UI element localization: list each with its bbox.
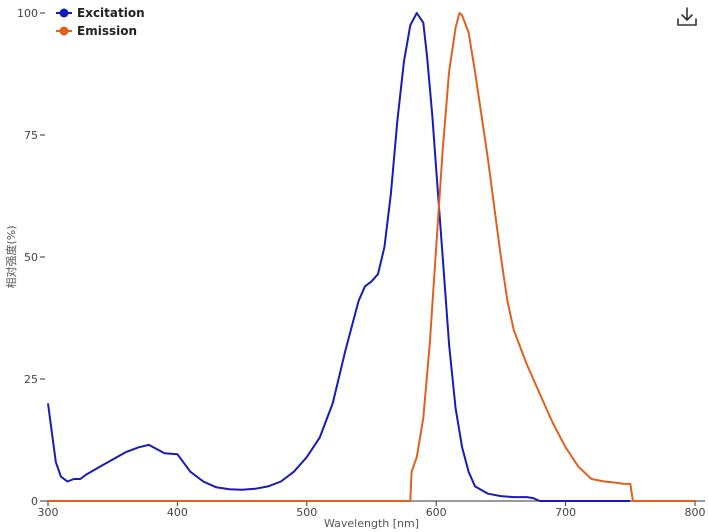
y-tick-labels: 0 25 50 75 100 <box>17 7 38 508</box>
legend-label: Excitation <box>77 6 145 20</box>
x-axis-title: Wavelength [nm] <box>324 517 419 530</box>
series-line-emission <box>48 12 695 502</box>
legend-label: Emission <box>77 24 137 38</box>
legend-marker <box>59 26 69 36</box>
x-tick-label: 400 <box>167 506 188 519</box>
legend-marker <box>59 8 69 18</box>
download-icon <box>677 7 697 26</box>
y-axis-title: 相对强度(%) <box>4 225 18 288</box>
y-tick-label: 25 <box>24 373 38 386</box>
series-line-excitation <box>47 12 631 502</box>
x-tick-label: 600 <box>426 506 447 519</box>
x-tick-labels: 300 400 500 600 700 800 <box>38 506 706 519</box>
legend[interactable]: Excitation Emission <box>56 6 145 38</box>
x-tick-label: 500 <box>296 506 317 519</box>
x-tick-label: 700 <box>555 506 576 519</box>
y-tick-label: 75 <box>24 129 38 142</box>
x-tick-label: 300 <box>38 506 59 519</box>
legend-item-emission[interactable]: Emission <box>56 24 137 38</box>
legend-item-excitation[interactable]: Excitation <box>56 6 145 20</box>
axis-ticks <box>40 12 696 506</box>
y-tick-label: 100 <box>17 7 38 20</box>
x-tick-label: 800 <box>685 506 706 519</box>
y-tick-label: 0 <box>31 495 38 508</box>
download-button[interactable] <box>674 4 700 30</box>
series-layer <box>47 12 695 502</box>
y-tick-label: 50 <box>24 251 38 264</box>
